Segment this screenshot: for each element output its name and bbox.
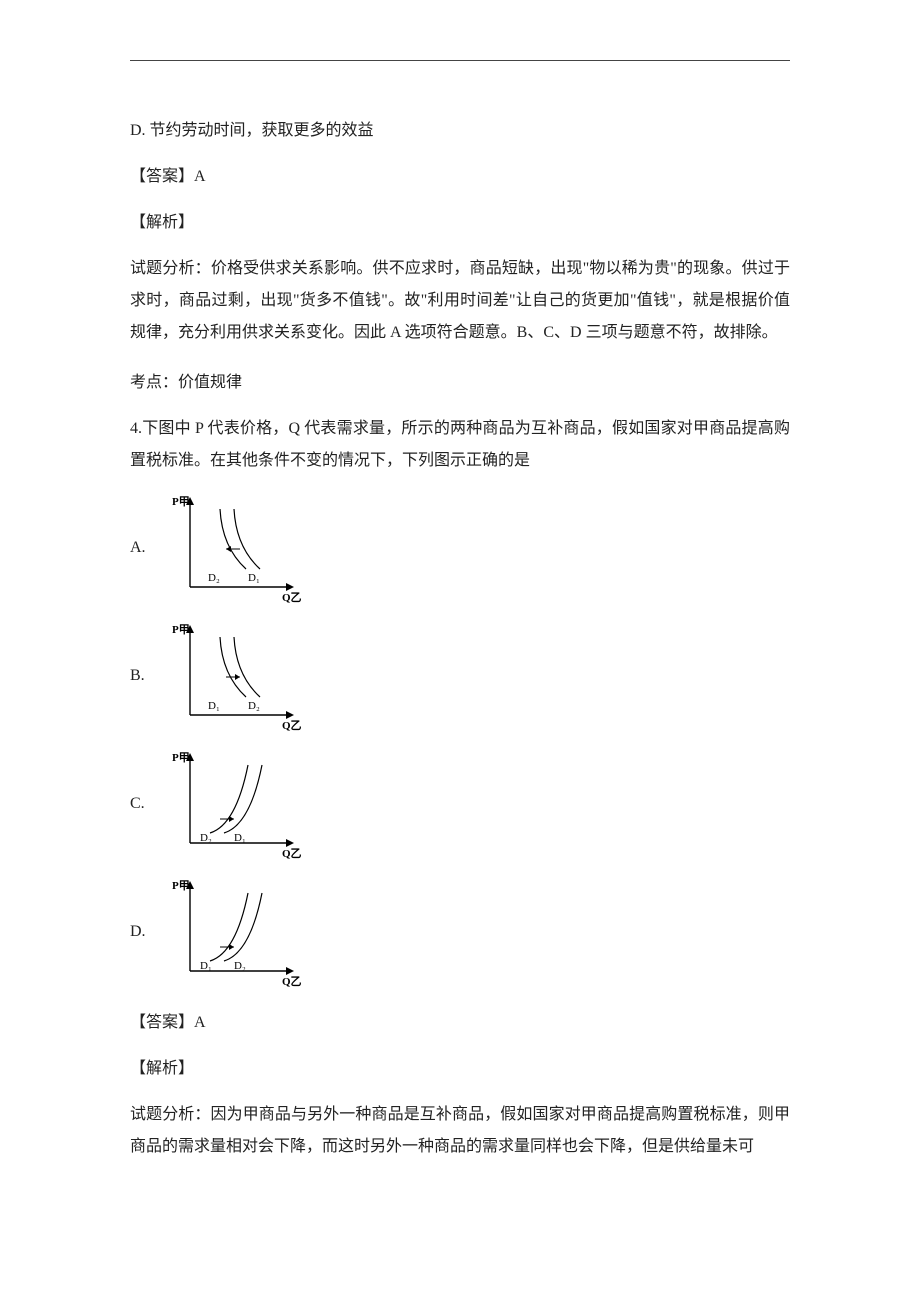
- svg-text:Q乙: Q乙: [282, 719, 302, 732]
- svg-text:Q乙: Q乙: [282, 975, 302, 988]
- svg-text:P甲: P甲: [172, 623, 190, 636]
- option-a-label: A.: [130, 495, 162, 557]
- header-rule: [130, 60, 790, 61]
- explanation-label-1: 【解析】: [130, 207, 790, 239]
- svg-text:P甲: P甲: [172, 751, 190, 764]
- svg-text:D₂: D₂: [208, 572, 220, 584]
- svg-text:Q乙: Q乙: [282, 591, 302, 604]
- svg-text:P甲: P甲: [172, 495, 190, 508]
- option-b-row: B. P甲 Q乙 D₁ D₂: [130, 623, 790, 733]
- svg-text:D₂: D₂: [200, 832, 212, 844]
- svg-text:D₁: D₁: [234, 832, 246, 844]
- option-d-row: D. P甲 Q乙 D₁ D₂: [130, 879, 790, 989]
- svg-text:Q乙: Q乙: [282, 847, 302, 860]
- option-c-label: C.: [130, 751, 162, 813]
- svg-text:D₁: D₁: [248, 572, 260, 584]
- option-d-chart: P甲 Q乙 D₁ D₂: [162, 879, 304, 989]
- svg-text:P甲: P甲: [172, 879, 190, 892]
- option-c-row: C. P甲 Q乙 D₂ D₁: [130, 751, 790, 861]
- svg-text:D₁: D₁: [208, 700, 220, 712]
- option-d-label: D.: [130, 879, 162, 941]
- previous-option-d: D. 节约劳动时间，获取更多的效益: [130, 115, 790, 147]
- explanation-label-2: 【解析】: [130, 1053, 790, 1085]
- svg-text:D₁: D₁: [200, 960, 212, 972]
- explanation-body-2: 试题分析：因为甲商品与另外一种商品是互补商品，假如国家对甲商品提高购置税标准，则…: [130, 1099, 790, 1163]
- question-4-stem: 4.下图中 P 代表价格，Q 代表需求量，所示的两种商品为互补商品，假如国家对甲…: [130, 413, 790, 477]
- option-a-row: A. P甲 Q乙 D₂ D₁: [130, 495, 790, 605]
- option-c-chart: P甲 Q乙 D₂ D₁: [162, 751, 304, 861]
- svg-text:D₂: D₂: [248, 700, 260, 712]
- option-b-chart: P甲 Q乙 D₁ D₂: [162, 623, 304, 733]
- answer-2: 【答案】A: [130, 1007, 790, 1039]
- option-b-label: B.: [130, 623, 162, 685]
- document-page: D. 节约劳动时间，获取更多的效益 【答案】A 【解析】 试题分析：价格受供求关…: [0, 0, 920, 1261]
- svg-text:D₂: D₂: [234, 960, 246, 972]
- option-a-chart: P甲 Q乙 D₂ D₁: [162, 495, 304, 605]
- explanation-body-1: 试题分析：价格受供求关系影响。供不应求时，商品短缺，出现"物以稀为贵"的现象。供…: [130, 253, 790, 349]
- kaodian-1: 考点：价值规律: [130, 367, 790, 399]
- answer-1: 【答案】A: [130, 161, 790, 193]
